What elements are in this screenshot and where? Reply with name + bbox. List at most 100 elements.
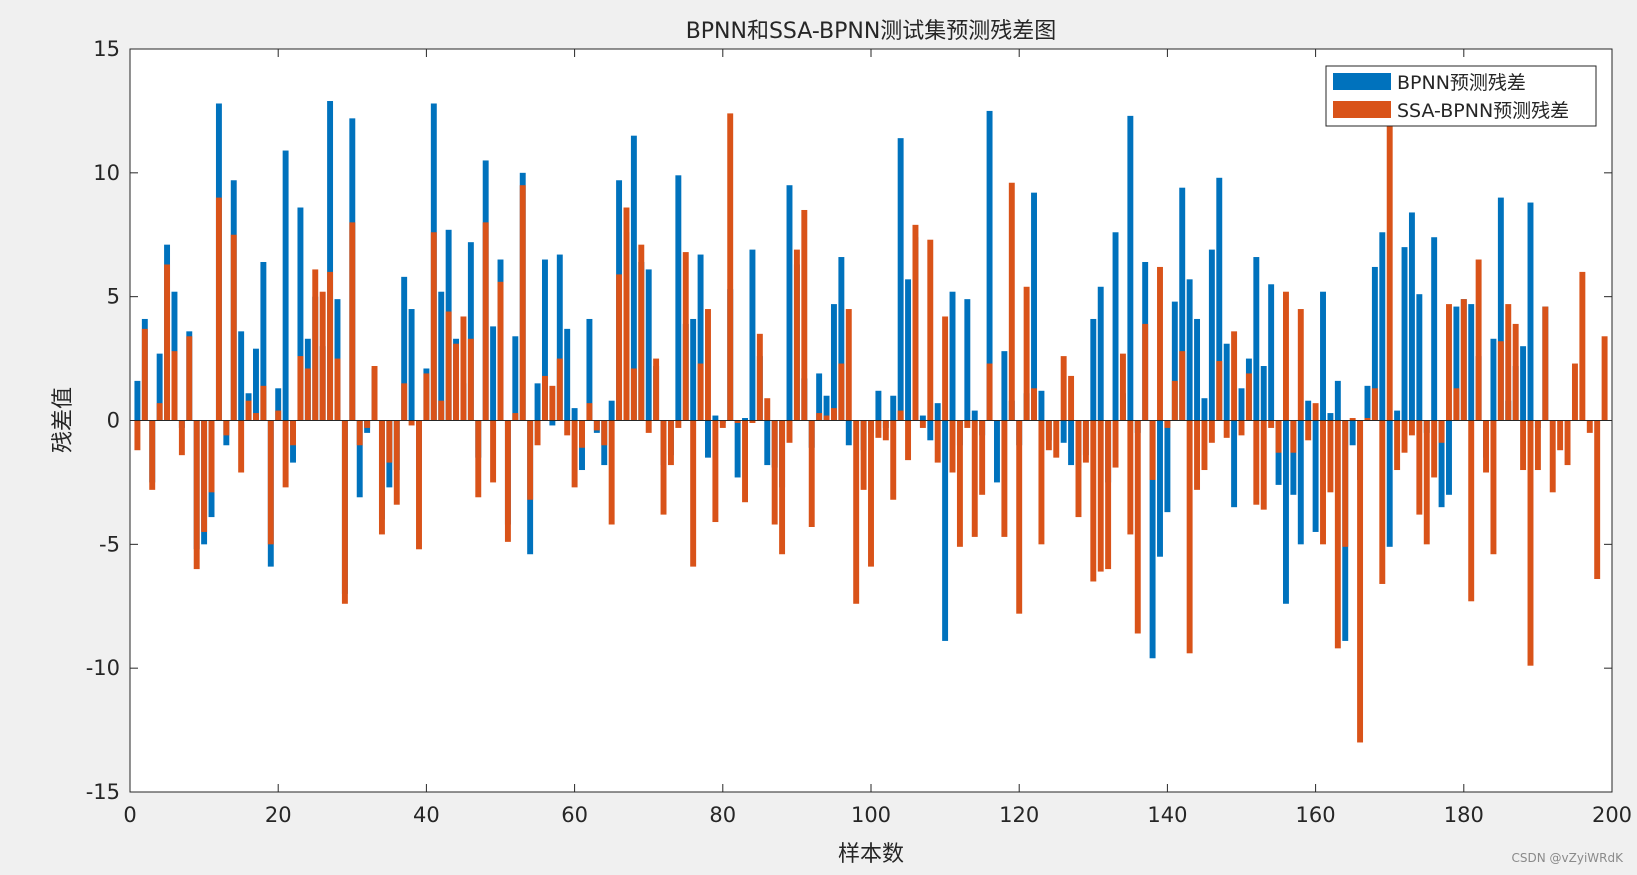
bar-bpnn [905,279,912,421]
bar-bpnn [971,410,978,421]
bar-bpnn [1401,247,1408,421]
bar-ssa-bpnn [230,234,237,421]
bar-ssa-bpnn [497,281,504,421]
bar-ssa-bpnn [897,410,904,421]
bar-ssa-bpnn [564,420,571,436]
x-tick-label: 120 [999,803,1039,827]
bar-bpnn [1097,286,1104,421]
bar-ssa-bpnn [445,311,452,421]
bar-ssa-bpnn [467,338,474,421]
bar-ssa-bpnn [1601,336,1608,421]
bar-bpnn [1320,291,1326,421]
bar-ssa-bpnn [1527,420,1534,666]
bar-ssa-bpnn [868,420,874,567]
bar-bpnn [1334,380,1341,421]
bar-ssa-bpnn [1579,271,1586,421]
bar-ssa-bpnn [393,420,400,505]
bar-bpnn [742,418,748,421]
legend-swatch-ssa-bpnn [1333,101,1391,118]
bar-ssa-bpnn [164,264,171,421]
bar-ssa-bpnn [460,316,467,421]
bar-ssa-bpnn [1142,323,1149,421]
bar-ssa-bpnn [1497,341,1504,421]
bar-ssa-bpnn [964,420,971,428]
bar-ssa-bpnn [838,363,845,421]
bar-ssa-bpnn [890,420,897,500]
bar-bpnn [1208,249,1215,421]
bar-ssa-bpnn [1060,356,1067,421]
bar-bpnn [490,326,497,421]
bar-bpnn [1305,400,1312,421]
bar-ssa-bpnn [1483,420,1489,473]
bar-bpnn [1283,420,1289,604]
bar-ssa-bpnn [401,383,408,421]
y-tick-label: 15 [93,37,120,61]
legend-label-ssa-bpnn: SSA-BPNN预测残差 [1397,100,1569,122]
bar-ssa-bpnn [860,420,867,490]
bar-ssa-bpnn [1208,420,1215,443]
bar-ssa-bpnn [1245,373,1252,421]
bar-ssa-bpnn [1186,420,1193,654]
bar-ssa-bpnn [823,415,830,421]
bar-ssa-bpnn [956,420,963,547]
bar-ssa-bpnn [845,309,852,421]
bar-bpnn [1031,192,1037,421]
bar-bpnn [986,110,993,421]
bars-layer [134,101,1608,743]
bar-bpnn [564,328,571,421]
bar-ssa-bpnn [156,403,163,421]
bar-ssa-bpnn [542,375,548,421]
bar-bpnn [1253,257,1260,421]
bar-ssa-bpnn [1179,351,1186,421]
bar-ssa-bpnn [1105,420,1112,570]
bar-ssa-bpnn [141,328,148,421]
bar-bpnn [890,395,897,421]
bar-bpnn [1371,266,1378,421]
bar-ssa-bpnn [512,413,519,421]
bar-ssa-bpnn [1283,291,1289,421]
bar-ssa-bpnn [1312,403,1319,421]
bar-ssa-bpnn [1053,420,1060,458]
bar-ssa-bpnn [453,343,460,421]
bar-ssa-bpnn [238,420,245,473]
bar-ssa-bpnn [1297,309,1304,421]
bar-ssa-bpnn [1490,420,1497,555]
bar-bpnn [749,249,756,421]
bar-bpnn [1090,318,1097,421]
bar-ssa-bpnn [1349,418,1356,421]
bar-ssa-bpnn [719,420,726,428]
bar-ssa-bpnn [1082,420,1089,463]
bar-bpnn [253,348,259,421]
bar-ssa-bpnn [875,420,882,438]
bar-ssa-bpnn [1216,361,1223,421]
bar-ssa-bpnn [349,222,356,421]
bar-ssa-bpnn [1371,388,1378,421]
tick-labels-layer: 0 20 40 60 80 100 120 140 160 180 200 -15 -10 -5 0 5 10 1… [86,37,1632,827]
bar-ssa-bpnn [771,420,778,525]
bar-ssa-bpnn [853,420,860,604]
bar-bpnn [1379,232,1386,421]
bar-ssa-bpnn [1423,420,1430,545]
bar-ssa-bpnn [942,316,949,421]
bar-ssa-bpnn [371,366,378,421]
bar-ssa-bpnn [1475,259,1482,421]
y-tick-label: -10 [86,656,120,680]
bar-ssa-bpnn [1023,286,1030,421]
bar-bpnn [1438,420,1445,508]
bar-ssa-bpnn [816,413,823,421]
bar-ssa-bpnn [1119,353,1126,421]
bar-ssa-bpnn [830,408,837,421]
bar-bpnn [275,388,282,421]
bar-ssa-bpnn [660,420,667,515]
bar-ssa-bpnn [912,224,919,421]
bar-ssa-bpnn [653,358,660,421]
bar-bpnn [934,403,941,421]
bar-ssa-bpnn [378,420,385,535]
bar-bpnn [238,331,245,421]
bar-bpnn [327,101,334,421]
y-tick-label: 5 [107,285,120,309]
bar-ssa-bpnn [682,252,689,421]
bar-bpnn [1260,366,1267,421]
bar-ssa-bpnn [430,232,437,421]
bar-ssa-bpnn [1157,266,1163,421]
